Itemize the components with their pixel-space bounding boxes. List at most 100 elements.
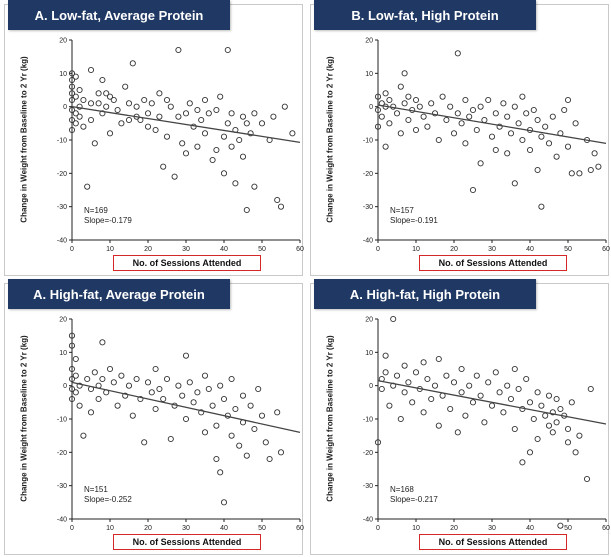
x-tick-label: 10: [106, 525, 114, 532]
y-tick-label: 20: [365, 38, 373, 45]
data-point: [591, 150, 598, 157]
x-tick-label: 50: [564, 525, 572, 532]
slope-label: Slope=-0.179: [84, 216, 132, 225]
data-point: [382, 369, 389, 376]
y-tick-label: -30: [363, 204, 373, 211]
data-point: [175, 46, 182, 54]
data-point: [492, 146, 499, 154]
data-point: [198, 409, 205, 416]
data-point: [511, 425, 518, 433]
x-tick-label: 20: [144, 525, 152, 532]
data-point: [405, 379, 412, 386]
data-point: [515, 120, 522, 127]
data-point: [144, 379, 152, 386]
data-point: [420, 409, 427, 416]
data-point: [76, 86, 83, 94]
data-point: [374, 123, 382, 130]
x-axis-label: No. of Sessions Attended: [113, 534, 261, 550]
data-point: [114, 106, 121, 114]
data-point: [182, 415, 190, 423]
data-point: [281, 103, 288, 110]
x-tick-label: 0: [70, 525, 74, 532]
data-point: [129, 412, 136, 419]
data-point: [568, 170, 575, 177]
data-point: [163, 96, 171, 104]
y-axis-label: Change in Weight from Baseline to 2 Yr (…: [325, 56, 335, 223]
data-point: [416, 103, 423, 110]
data-point: [473, 126, 480, 134]
y-tick-label: -40: [363, 238, 373, 245]
y-tick-label: -20: [363, 450, 373, 457]
trend-line: [71, 106, 301, 143]
data-point: [466, 113, 473, 120]
scatter-plot: 0 10 20 30 40 50 60 20 10 0 -10 -20 -30 -40: [363, 38, 610, 254]
x-axis-label: No. of Sessions Attended: [113, 255, 261, 271]
y-tick-label: -10: [57, 138, 67, 145]
data-point: [220, 133, 228, 140]
data-point: [382, 90, 389, 97]
data-point: [137, 395, 144, 403]
y-axis-label: Change in Weight from Baseline to 2 Yr (…: [19, 56, 29, 223]
x-tick-label: 50: [258, 525, 266, 532]
x-tick-label: 40: [220, 525, 228, 532]
data-point: [87, 116, 95, 124]
data-point: [236, 136, 243, 144]
data-point: [194, 143, 201, 150]
x-tick-label: 40: [526, 246, 534, 253]
data-point: [523, 110, 530, 117]
data-point: [519, 93, 526, 100]
y-tick-label: -10: [363, 417, 373, 424]
data-point: [488, 402, 496, 409]
data-point: [175, 113, 182, 120]
data-point: [564, 96, 572, 104]
data-point: [72, 372, 79, 379]
data-point: [412, 96, 420, 104]
data-point: [462, 412, 469, 419]
data-point: [473, 372, 480, 379]
data-point: [182, 150, 190, 157]
data-point: [239, 392, 247, 399]
data-point: [84, 375, 91, 383]
data-point: [68, 106, 76, 114]
data-point: [87, 66, 95, 74]
data-point: [561, 106, 568, 114]
panel-title: A. High-fat, Average Protein: [8, 279, 230, 309]
x-tick-label: 10: [412, 525, 420, 532]
data-point: [401, 362, 408, 369]
data-point: [443, 116, 450, 124]
data-point: [462, 96, 469, 104]
data-point: [511, 365, 518, 373]
data-point: [258, 412, 266, 419]
data-point: [374, 93, 382, 100]
data-point: [91, 140, 98, 147]
data-point: [424, 123, 431, 130]
data-point: [194, 389, 201, 396]
data-point: [428, 100, 435, 107]
data-point: [152, 365, 159, 373]
y-tick-label: -20: [57, 171, 67, 178]
x-tick-label: 20: [450, 246, 458, 253]
data-point: [534, 116, 541, 124]
data-point: [386, 96, 393, 104]
data-point: [156, 113, 163, 120]
data-point: [374, 106, 382, 114]
data-point: [553, 395, 560, 403]
data-point: [258, 120, 266, 127]
data-point: [587, 166, 594, 174]
data-point: [386, 402, 393, 409]
data-point: [103, 103, 110, 110]
data-point: [243, 120, 250, 127]
data-point: [190, 399, 197, 406]
scatter-plot: 0 10 20 30 40 50 60 20 10 0 -10 -20 -30 -40: [363, 315, 610, 532]
data-point: [583, 475, 591, 483]
data-point: [443, 372, 450, 379]
data-point: [469, 186, 477, 194]
data-point: [251, 110, 258, 117]
x-tick-label: 60: [602, 246, 610, 253]
data-point: [519, 136, 526, 144]
data-point: [374, 439, 382, 446]
data-point: [270, 113, 277, 120]
y-tick-label: -40: [57, 517, 67, 524]
data-point: [217, 469, 224, 476]
data-point: [386, 120, 393, 127]
